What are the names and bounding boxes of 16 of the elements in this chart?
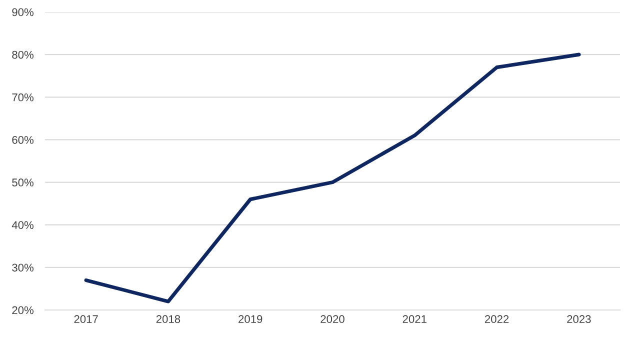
x-tick-label: 2019 <box>238 315 262 324</box>
y-tick-label: 20% <box>12 306 34 314</box>
y-tick-label: 70% <box>12 93 34 102</box>
y-tick-label: 80% <box>12 50 34 59</box>
y-tick-label: 30% <box>12 264 34 272</box>
x-tick-label: 2020 <box>320 315 344 324</box>
line-series <box>84 52 581 304</box>
x-tick-label: 2022 <box>484 315 509 324</box>
x-tick-label: 2023 <box>567 315 591 324</box>
x-tick-label: 2021 <box>402 315 426 324</box>
y-tick-label: 60% <box>12 136 34 144</box>
y-tick-label: 90% <box>12 8 34 16</box>
y-tick-label: 40% <box>12 221 34 229</box>
y-tick-label: 50% <box>12 178 34 186</box>
x-tick-label: 2018 <box>156 315 180 324</box>
x-tick-label: 2017 <box>74 315 98 324</box>
